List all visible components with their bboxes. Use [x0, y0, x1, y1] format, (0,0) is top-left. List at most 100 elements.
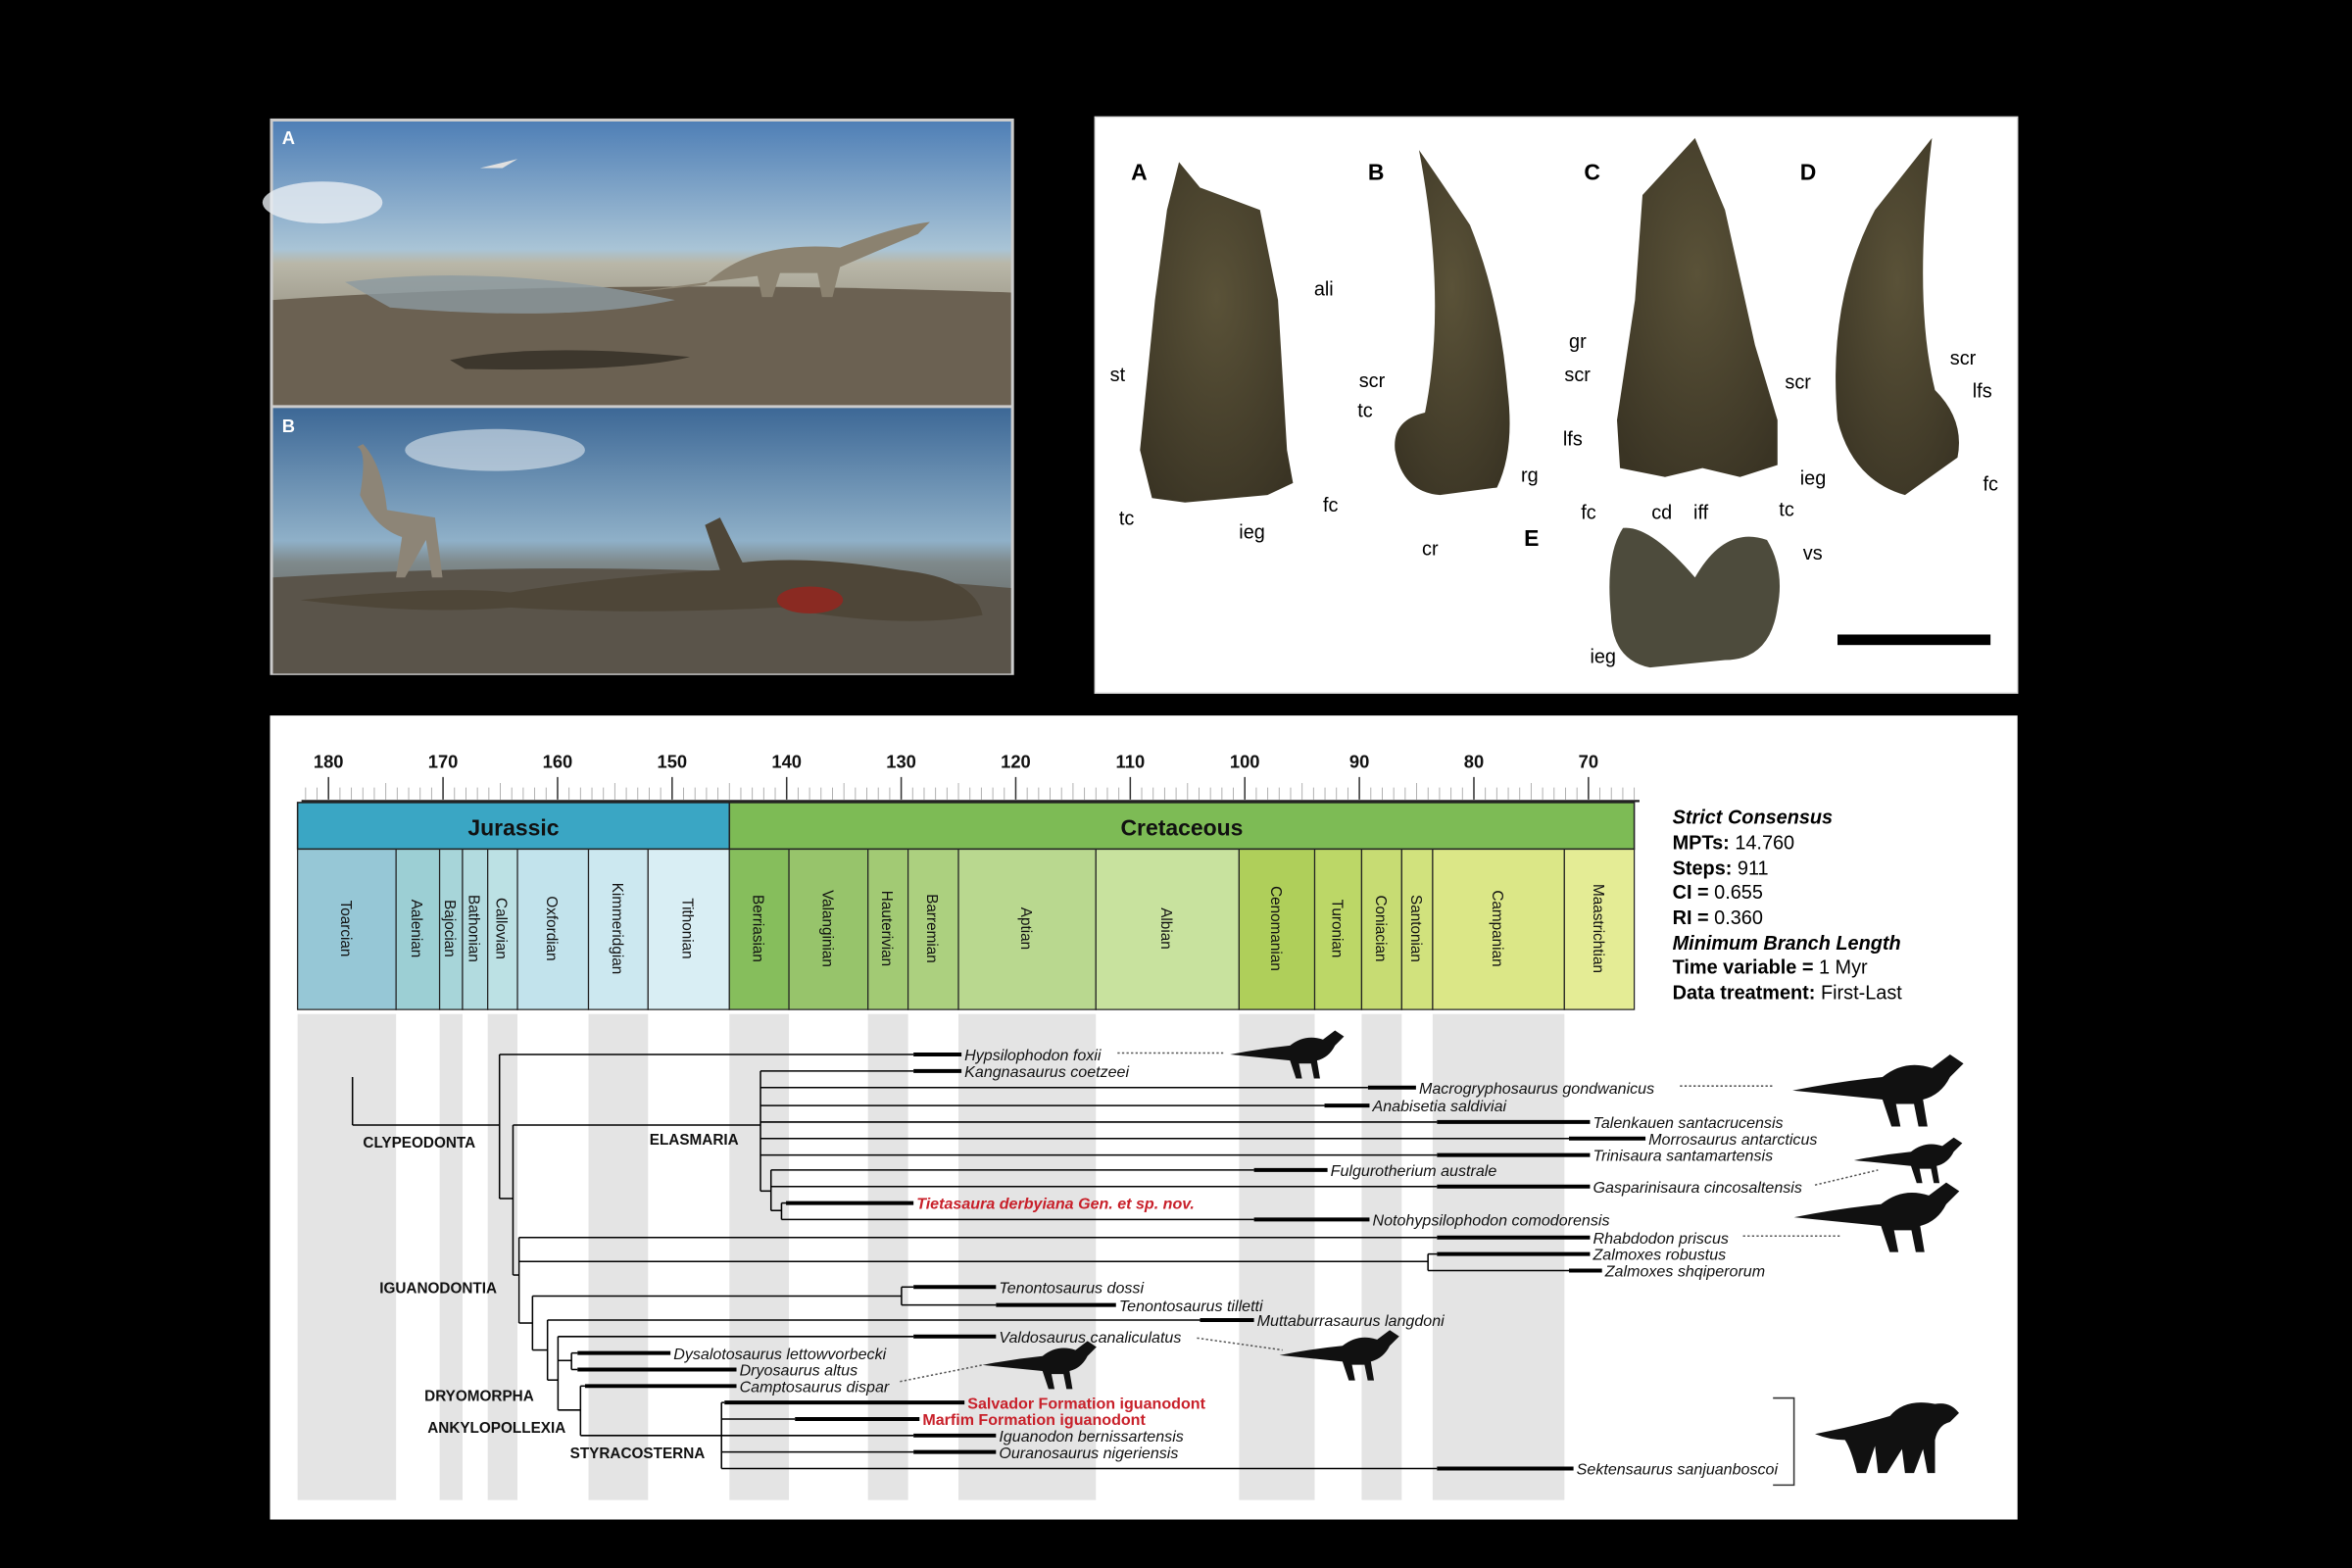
dinosaur-silhouette-icon [1279, 1330, 1399, 1381]
taxon-label: Salvador Formation iguanodont [967, 1395, 1205, 1412]
stage-shade-column [958, 1013, 1097, 1500]
taxon-label: Kangnasaurus coetzeei [964, 1063, 1129, 1081]
period-label: Jurassic [467, 815, 559, 841]
dinosaur-silhouette-icon [1230, 1030, 1345, 1079]
taxon-label: Macrogryphosaurus gondwanicus [1419, 1080, 1654, 1098]
anatomy-label: ieg [1800, 467, 1827, 489]
svg-text:RI = 0.360: RI = 0.360 [1673, 907, 1763, 929]
anatomy-label: fc [1581, 503, 1596, 524]
fossil-view-e [1609, 527, 1781, 668]
taxon-label: Camptosaurus dispar [740, 1378, 890, 1396]
stage-band [1360, 848, 1402, 1010]
taxon-label: Marfim Formation iguanodont [922, 1411, 1146, 1429]
anatomy-label: cr [1422, 538, 1439, 560]
stage-shade-column [1432, 1013, 1565, 1500]
stage-band [1095, 848, 1240, 1010]
dotted-leader-line [900, 1364, 983, 1383]
view-label: B [1368, 160, 1385, 185]
taxon-label: Anabisetia saldiviai [1372, 1098, 1507, 1115]
stage-label: Aptian [1017, 907, 1034, 950]
taxon-label: Dysalotosaurus lettowvorbecki [673, 1346, 886, 1363]
painting-a-label: A [282, 127, 295, 148]
anatomy-label: fc [1323, 495, 1339, 516]
stage-band [728, 848, 790, 1010]
anatomy-label: st [1110, 365, 1126, 386]
taxon-label: Iguanodon bernissartensis [999, 1428, 1183, 1446]
hadrosaur-silhouette-icon [1815, 1402, 1959, 1474]
view-label: C [1584, 160, 1600, 185]
stage-band [1238, 848, 1316, 1010]
stage-label: Oxfordian [543, 896, 560, 960]
bracket [1773, 1396, 1795, 1487]
stage-shade-column [1239, 1013, 1315, 1500]
stage-shade-column [297, 1013, 397, 1500]
taxon-label: Zalmoxes shqiperorum [1604, 1263, 1765, 1281]
time-label: Time variable = [1673, 956, 1814, 978]
ruler-tick-label: 130 [886, 752, 916, 772]
anatomy-label: scr [1950, 348, 1977, 369]
dinosaur-silhouette-icon [1793, 1182, 1960, 1252]
stage-band [395, 848, 441, 1010]
stage-band [462, 848, 489, 1010]
clade-label: STYRACOSTERNA [570, 1446, 706, 1462]
anatomy-label: scr [1785, 371, 1811, 393]
view-label: A [1131, 160, 1148, 185]
ruler-tick-label: 80 [1464, 752, 1484, 772]
painting-a: A [262, 122, 1011, 406]
ruler-tick-label: 150 [658, 752, 688, 772]
stage-label: Barremian [923, 894, 940, 963]
clade-label: IGUANODONTIA [379, 1280, 497, 1297]
stage-label: Maastrichtian [1590, 884, 1606, 973]
ruler-tick-label: 120 [1001, 752, 1031, 772]
stage-band [1563, 848, 1636, 1010]
taxon-label: Tenontosaurus dossi [999, 1279, 1144, 1297]
method-title: Minimum Branch Length [1673, 933, 1901, 955]
stats-block: Strict Consensus MPTs: 14.760 Steps: 911… [1673, 807, 1903, 1004]
anatomy-label: scr [1564, 365, 1591, 386]
time-value: 1 Myr [1819, 956, 1868, 978]
stage-shade-column [588, 1013, 649, 1500]
taxon-label: Sektensaurus sanjuanboscoi [1577, 1461, 1779, 1479]
period-band [728, 802, 1636, 851]
stage-label: Hauterivian [878, 891, 895, 966]
ruler-tick-label: 170 [428, 752, 459, 772]
clade-label: ELASMARIA [650, 1132, 739, 1149]
anatomy-label: gr [1569, 331, 1587, 353]
ci-value: 0.655 [1714, 882, 1763, 904]
anatomy-label: fc [1983, 474, 1998, 496]
taxon-label: Zalmoxes robustus [1592, 1247, 1727, 1264]
stage-band [867, 848, 909, 1010]
anatomy-label: cd [1651, 503, 1672, 524]
stage-band [487, 848, 518, 1010]
stage-band [587, 848, 649, 1010]
fossil-view-c [1617, 137, 1778, 477]
fossil-view-a [1140, 162, 1294, 503]
ruler-tick-label: 70 [1579, 752, 1598, 772]
stage-band [1432, 848, 1565, 1010]
period-band [296, 802, 731, 851]
stage-band [1313, 848, 1363, 1010]
anatomy-label: tc [1779, 500, 1794, 521]
taxon-label: Talenkauen santacrucensis [1593, 1114, 1784, 1132]
svg-text:MPTs: 14.760: MPTs: 14.760 [1673, 832, 1794, 854]
view-label: E [1524, 525, 1539, 551]
painting-b-label: B [282, 416, 295, 436]
stats-title: Strict Consensus [1673, 807, 1833, 828]
view-label: D [1800, 160, 1817, 185]
scale-bar [1838, 634, 1991, 646]
taxon-label: Tenontosaurus tilletti [1119, 1298, 1263, 1315]
taxon-label: Hypsilophodon foxii [964, 1047, 1102, 1064]
ruler-tick-label: 140 [771, 752, 802, 772]
svg-text:Steps: 911: Steps: 911 [1673, 858, 1769, 879]
anatomy-label: ieg [1239, 522, 1265, 544]
anatomy-label: ali [1314, 279, 1334, 301]
stage-label: Albian [1157, 907, 1174, 950]
stage-label: Turonian [1328, 900, 1345, 958]
anatomy-label: lfs [1563, 429, 1583, 451]
ruler-tick-label: 160 [543, 752, 573, 772]
stage-label: Callovian [493, 898, 510, 959]
treatment-label: Data treatment: [1673, 982, 1816, 1004]
stage-band [1400, 848, 1434, 1010]
taxon-label: Muttaburrasaurus langdoni [1257, 1312, 1446, 1330]
